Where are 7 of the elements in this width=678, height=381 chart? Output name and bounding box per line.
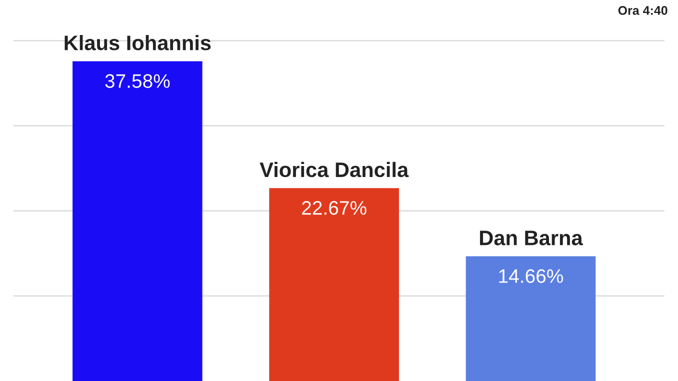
x-tick-label: Viorica Dancila <box>260 162 409 178</box>
data-label: 37.58% <box>105 74 170 88</box>
text: Ora 4:40 <box>618 6 668 15</box>
x-tick-label: Dan Barna <box>480 230 583 246</box>
data-label: 22.67% <box>302 201 366 215</box>
data-label: 14.66% <box>499 269 564 283</box>
x-tick-label: Klaus Iohannis <box>64 35 211 50</box>
